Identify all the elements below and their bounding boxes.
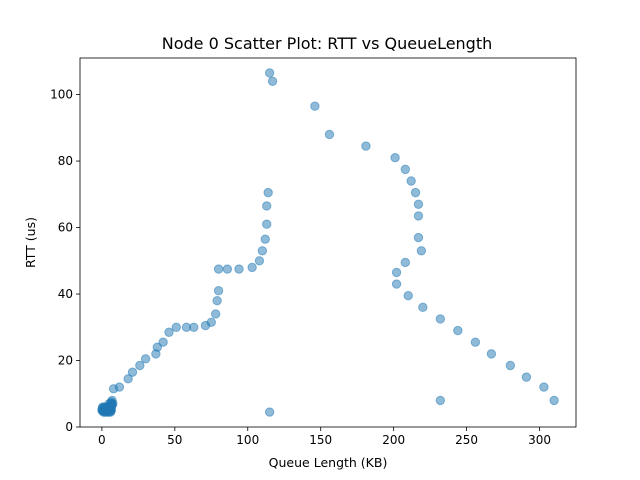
data-point: [213, 264, 224, 274]
y-tick-label: 0: [65, 420, 73, 434]
data-point: [263, 187, 273, 198]
y-tick-label: 100: [50, 88, 73, 102]
chart-title: Node 0 Scatter Plot: RTT vs QueueLength: [162, 34, 493, 53]
y-tick-label: 20: [58, 354, 73, 368]
data-point: [135, 360, 145, 371]
data-point: [152, 342, 163, 352]
data-point: [257, 246, 268, 256]
x-tick-label: 250: [455, 433, 478, 447]
data-point: [262, 219, 272, 229]
data-point: [212, 295, 222, 306]
data-point: [361, 141, 371, 151]
data-point: [539, 382, 549, 392]
data-point: [435, 314, 446, 324]
data-point: [403, 290, 413, 301]
data-point: [418, 302, 428, 313]
data-point: [264, 68, 275, 78]
data-point: [106, 402, 117, 412]
y-tick-label: 60: [58, 221, 73, 235]
data-point: [413, 232, 424, 243]
y-axis-label: RTT (us): [23, 217, 38, 268]
data-point: [123, 374, 133, 384]
data-point: [505, 360, 516, 371]
data-point: [470, 337, 481, 347]
plot-frame: [79, 57, 577, 428]
data-point: [254, 256, 265, 266]
data-point: [324, 129, 335, 140]
data-point: [486, 349, 497, 359]
data-point: [247, 262, 257, 273]
x-tick-label: 100: [236, 433, 259, 447]
x-tick-label: 150: [309, 433, 332, 447]
data-point: [260, 234, 270, 244]
data-point: [114, 382, 125, 392]
data-point: [171, 322, 181, 332]
data-point: [140, 354, 151, 364]
data-point: [158, 337, 168, 347]
data-point: [390, 153, 400, 163]
data-point: [410, 187, 421, 198]
data-point: [164, 327, 174, 337]
data-point: [234, 264, 244, 274]
y-tick-label: 40: [58, 287, 73, 301]
x-axis-ticks: 0 50 100 150 200 250 300: [98, 427, 551, 447]
data-point: [391, 267, 402, 278]
data-point: [127, 367, 138, 377]
data-point: [416, 246, 427, 256]
y-tick-label: 80: [58, 154, 73, 168]
x-tick-label: 0: [98, 433, 106, 447]
data-point: [413, 199, 424, 209]
data-point: [521, 372, 532, 382]
x-tick-label: 300: [528, 433, 551, 447]
data-point: [406, 176, 416, 186]
data-point: [262, 201, 272, 211]
data-point: [391, 279, 402, 289]
data-point: [310, 101, 320, 111]
data-point: [264, 407, 275, 417]
data-point: [210, 309, 221, 319]
x-tick-label: 50: [167, 433, 182, 447]
data-point: [549, 395, 559, 406]
data-point: [413, 211, 424, 221]
data-point: [400, 164, 411, 175]
x-tick-label: 200: [382, 433, 405, 447]
x-axis-label: Queue Length (KB): [269, 455, 388, 470]
data-point: [206, 317, 216, 327]
data-point: [435, 395, 446, 406]
data-points: [97, 68, 559, 417]
data-point: [267, 76, 278, 86]
data-point: [453, 325, 463, 336]
y-axis-ticks: 0 20 40 60 80 100: [50, 88, 80, 434]
data-point: [189, 322, 199, 332]
data-point: [400, 257, 411, 268]
data-point: [222, 264, 233, 274]
data-point: [213, 286, 224, 296]
